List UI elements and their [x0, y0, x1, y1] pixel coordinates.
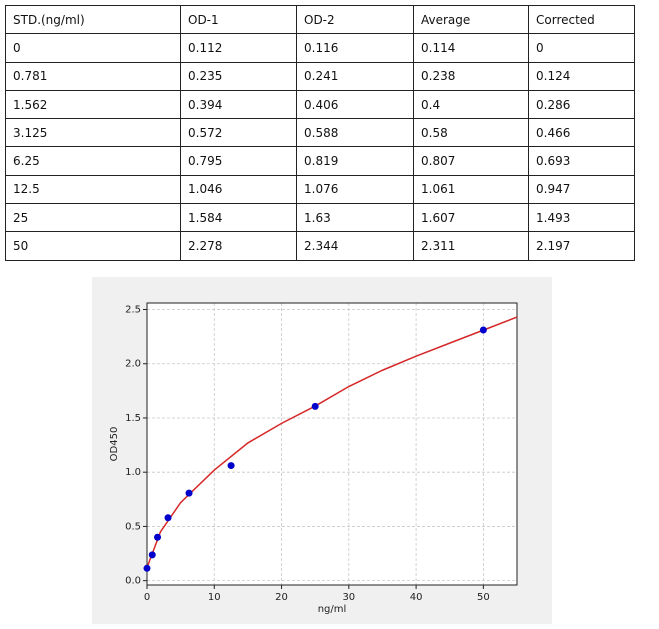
table-cell: Corrected [528, 4, 635, 35]
table-cell: 2.344 [296, 231, 414, 261]
table-cell: 1.562 [5, 89, 181, 120]
table-cell: 2.278 [180, 231, 297, 261]
table-cell: 0.807 [413, 146, 529, 176]
table-cell: 0.588 [296, 118, 414, 148]
table-cell: 50 [5, 231, 181, 261]
data-table: STD.(ng/ml) OD-1 OD-2 Average Corrected 0 0.11… [5, 4, 635, 261]
table-row: 25 1.584 1.63 1.607 1.493 [5, 203, 635, 233]
y-axis-label: OD450 [109, 427, 120, 462]
table-cell: STD.(ng/ml) [5, 4, 181, 35]
data-point [164, 514, 172, 522]
table-cell: 0.781 [5, 61, 181, 91]
data-point [148, 551, 156, 559]
x-tick-label: 0 [144, 592, 150, 603]
table-cell: 1.584 [180, 203, 297, 233]
table-cell: 0.114 [413, 33, 529, 63]
table-cell: 0.58 [413, 118, 529, 148]
data-point [154, 533, 162, 541]
table-cell: OD-1 [180, 4, 297, 35]
table-row: 6.25 0.795 0.819 0.807 0.693 [5, 146, 635, 176]
table-cell: 2.311 [413, 231, 529, 261]
table-cell: 0.947 [528, 174, 635, 205]
x-tick-label: 40 [410, 592, 423, 603]
table-row: 0 0.112 0.116 0.114 0 [5, 33, 635, 63]
y-tick-label: 2.5 [125, 305, 141, 316]
table-cell: 0.693 [528, 146, 635, 176]
x-tick-label: 20 [275, 592, 288, 603]
x-tick-label: 10 [208, 592, 221, 603]
table-cell: 6.25 [5, 146, 181, 176]
table-cell: 0.116 [296, 33, 414, 63]
table-cell: 0.124 [528, 61, 635, 91]
table-cell: 0.819 [296, 146, 414, 176]
y-tick-label: 1.0 [125, 467, 141, 478]
table-row: 3.125 0.572 0.588 0.58 0.466 [5, 118, 635, 148]
table-row: 0.781 0.235 0.241 0.238 0.124 [5, 61, 635, 91]
table-cell: 0.394 [180, 89, 297, 120]
table-cell: 1.493 [528, 203, 635, 233]
header-row: STD.(ng/ml) OD-1 OD-2 Average Corrected [5, 4, 635, 35]
plot-area [147, 303, 517, 585]
data-point [143, 564, 151, 572]
table-cell: 0.238 [413, 61, 529, 91]
table-cell: 1.046 [180, 174, 297, 205]
table-cell: 0.4 [413, 89, 529, 120]
table-cell: 0.795 [180, 146, 297, 176]
table-cell: 1.076 [296, 174, 414, 205]
table-cell: 0 [528, 33, 635, 63]
x-tick-label: 30 [342, 592, 355, 603]
x-tick-label: 50 [477, 592, 490, 603]
table-row: 12.5 1.046 1.076 1.061 0.947 [5, 174, 635, 205]
table-cell: 0.466 [528, 118, 635, 148]
table-cell: 25 [5, 203, 181, 233]
table-cell: 12.5 [5, 174, 181, 205]
table-cell: 0.112 [180, 33, 297, 63]
table-cell: 0 [5, 33, 181, 63]
y-tick-label: 0.5 [125, 521, 141, 532]
table-cell: 3.125 [5, 118, 181, 148]
table-cell: 0.406 [296, 89, 414, 120]
table-cell: 0.286 [528, 89, 635, 120]
y-tick-label: 1.5 [125, 413, 141, 424]
table-cell: Average [413, 4, 529, 35]
chart: ng/ml OD450 0 10 20 30 40 50 0.0 0.5 1.0 1.5 2.0 2.… [92, 277, 552, 624]
y-tick-label: 2.0 [125, 359, 141, 370]
x-axis-label: ng/ml [318, 604, 347, 615]
data-point [479, 326, 487, 334]
table-cell: 0.235 [180, 61, 297, 91]
table-cell: 2.197 [528, 231, 635, 261]
table-cell: 1.607 [413, 203, 529, 233]
table-cell: 1.061 [413, 174, 529, 205]
plot-frame [146, 302, 518, 586]
table-cell: 0.572 [180, 118, 297, 148]
table-row: 1.562 0.394 0.406 0.4 0.286 [5, 89, 635, 120]
data-point [185, 489, 193, 497]
table-cell: 1.63 [296, 203, 414, 233]
table-cell: OD-2 [296, 4, 414, 35]
data-point [227, 462, 235, 470]
y-tick-label: 0.0 [125, 576, 141, 587]
data-point [311, 402, 319, 410]
table-cell: 0.241 [296, 61, 414, 91]
table-row: 50 2.278 2.344 2.311 2.197 [5, 231, 635, 261]
